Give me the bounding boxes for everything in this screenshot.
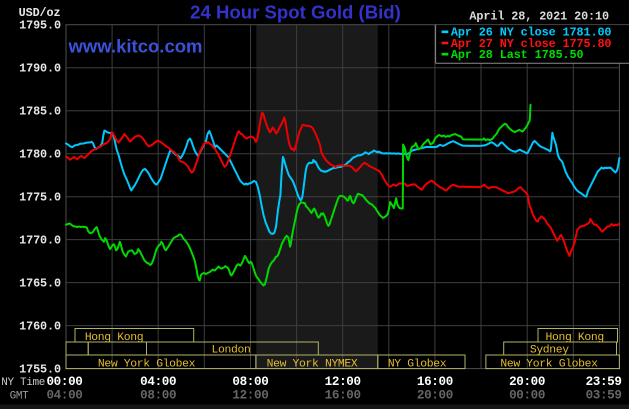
svg-text:USD/oz: USD/oz	[19, 6, 61, 20]
svg-text:Apr 27 NY close 1775.80: Apr 27 NY close 1775.80	[451, 37, 612, 51]
svg-text:03:59: 03:59	[586, 388, 622, 402]
svg-text:NY Time: NY Time	[1, 377, 45, 389]
svg-text:Apr 26 NY close 1781.00: Apr 26 NY close 1781.00	[451, 26, 612, 40]
svg-text:Apr 28 Last 1785.50: Apr 28 Last 1785.50	[451, 48, 584, 62]
svg-text:08:00: 08:00	[232, 375, 268, 389]
svg-text:London: London	[212, 345, 251, 357]
svg-text:1775.0: 1775.0	[19, 191, 61, 205]
svg-text:1760.0: 1760.0	[19, 320, 61, 334]
svg-text:Sydney: Sydney	[530, 345, 569, 357]
svg-text:04:00: 04:00	[140, 375, 176, 389]
svg-text:1770.0: 1770.0	[19, 234, 61, 248]
svg-text:New York Globex: New York Globex	[500, 358, 598, 370]
svg-text:Hong Kong: Hong Kong	[85, 332, 143, 344]
svg-text:00:00: 00:00	[46, 375, 82, 389]
svg-text:April 28, 2021 20:10: April 28, 2021 20:10	[469, 10, 609, 24]
svg-text:16:00: 16:00	[325, 388, 361, 402]
svg-text:20:00: 20:00	[509, 375, 545, 389]
svg-text:08:00: 08:00	[140, 388, 176, 402]
svg-text:NY Globex: NY Globex	[388, 358, 447, 370]
svg-text:Hong Kong: Hong Kong	[546, 332, 604, 344]
svg-text:16:00: 16:00	[417, 375, 453, 389]
svg-text:23:59: 23:59	[586, 375, 622, 389]
svg-text:1785.0: 1785.0	[19, 105, 61, 119]
svg-text:1780.0: 1780.0	[19, 148, 61, 162]
svg-text:GMT: GMT	[10, 390, 30, 402]
svg-text:12:00: 12:00	[325, 375, 361, 389]
svg-text:1755.0: 1755.0	[19, 363, 61, 377]
svg-text:www.kitco.com: www.kitco.com	[68, 36, 203, 57]
svg-text:1765.0: 1765.0	[19, 277, 61, 291]
svg-text:04:00: 04:00	[46, 388, 82, 402]
svg-text:24 Hour Spot Gold (Bid): 24 Hour Spot Gold (Bid)	[190, 2, 401, 23]
svg-text:1790.0: 1790.0	[19, 62, 61, 76]
svg-text:New York NYMEX: New York NYMEX	[267, 358, 358, 370]
svg-text:12:00: 12:00	[232, 388, 268, 402]
svg-text:New York Globex: New York Globex	[98, 358, 196, 370]
svg-text:20:00: 20:00	[417, 388, 453, 402]
svg-text:00:00: 00:00	[509, 388, 545, 402]
svg-text:1795.0: 1795.0	[19, 19, 61, 33]
